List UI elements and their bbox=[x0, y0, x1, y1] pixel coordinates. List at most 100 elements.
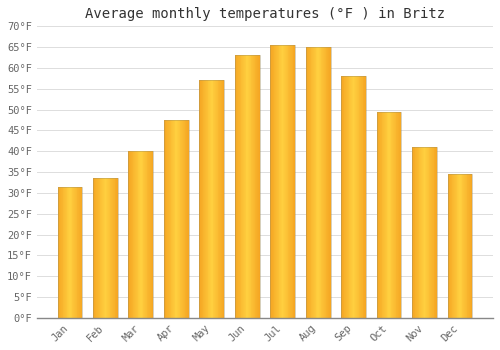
Bar bbox=[164, 120, 166, 318]
Bar bbox=[285, 45, 286, 318]
Bar bbox=[417, 147, 418, 318]
Bar bbox=[470, 174, 472, 318]
Bar bbox=[421, 147, 422, 318]
Bar bbox=[71, 187, 72, 318]
Bar bbox=[462, 174, 463, 318]
Bar bbox=[350, 76, 351, 318]
Bar bbox=[392, 112, 393, 318]
Bar bbox=[252, 55, 253, 318]
Bar bbox=[179, 120, 180, 318]
Bar bbox=[414, 147, 416, 318]
Bar bbox=[128, 151, 130, 318]
Bar bbox=[200, 80, 224, 318]
Bar bbox=[174, 120, 176, 318]
Bar bbox=[186, 120, 187, 318]
Bar bbox=[287, 45, 288, 318]
Bar bbox=[271, 45, 272, 318]
Bar bbox=[250, 55, 252, 318]
Bar bbox=[275, 45, 276, 318]
Bar bbox=[58, 187, 59, 318]
Bar bbox=[460, 174, 462, 318]
Bar bbox=[424, 147, 426, 318]
Bar bbox=[111, 178, 112, 318]
Bar bbox=[96, 178, 97, 318]
Bar bbox=[383, 112, 384, 318]
Bar bbox=[274, 45, 275, 318]
Bar bbox=[324, 47, 326, 318]
Bar bbox=[282, 45, 284, 318]
Bar bbox=[356, 76, 357, 318]
Bar bbox=[452, 174, 454, 318]
Bar bbox=[97, 178, 98, 318]
Bar bbox=[314, 47, 315, 318]
Title: Average monthly temperatures (°F ) in Britz: Average monthly temperatures (°F ) in Br… bbox=[85, 7, 445, 21]
Bar bbox=[113, 178, 114, 318]
Bar bbox=[244, 55, 246, 318]
Bar bbox=[169, 120, 170, 318]
Bar bbox=[205, 80, 206, 318]
Bar bbox=[168, 120, 169, 318]
Bar bbox=[395, 112, 396, 318]
Bar bbox=[79, 187, 80, 318]
Bar bbox=[102, 178, 103, 318]
Bar bbox=[281, 45, 282, 318]
Bar bbox=[362, 76, 364, 318]
Bar bbox=[207, 80, 208, 318]
Bar bbox=[394, 112, 395, 318]
Bar bbox=[142, 151, 144, 318]
Bar bbox=[465, 174, 466, 318]
Bar bbox=[206, 80, 207, 318]
Bar bbox=[106, 178, 107, 318]
Bar bbox=[399, 112, 400, 318]
Bar bbox=[378, 112, 379, 318]
Bar bbox=[291, 45, 292, 318]
Bar bbox=[99, 178, 100, 318]
Bar bbox=[249, 55, 250, 318]
Bar bbox=[221, 80, 222, 318]
Bar bbox=[280, 45, 281, 318]
Bar bbox=[351, 76, 352, 318]
Bar bbox=[420, 147, 421, 318]
Bar bbox=[388, 112, 389, 318]
Bar bbox=[376, 112, 378, 318]
Bar bbox=[451, 174, 452, 318]
Bar bbox=[236, 55, 238, 318]
Bar bbox=[390, 112, 392, 318]
Bar bbox=[316, 47, 318, 318]
Bar bbox=[272, 45, 274, 318]
Bar bbox=[139, 151, 140, 318]
Bar bbox=[247, 55, 248, 318]
Bar bbox=[100, 178, 102, 318]
Bar bbox=[343, 76, 344, 318]
Bar bbox=[463, 174, 464, 318]
Bar bbox=[365, 76, 366, 318]
Bar bbox=[214, 80, 215, 318]
Bar bbox=[458, 174, 459, 318]
Bar bbox=[464, 174, 465, 318]
Bar bbox=[134, 151, 135, 318]
Bar bbox=[448, 174, 472, 318]
Bar bbox=[327, 47, 328, 318]
Bar bbox=[380, 112, 382, 318]
Bar bbox=[152, 151, 154, 318]
Bar bbox=[202, 80, 203, 318]
Bar bbox=[72, 187, 74, 318]
Bar bbox=[430, 147, 431, 318]
Bar bbox=[184, 120, 186, 318]
Bar bbox=[450, 174, 451, 318]
Bar bbox=[323, 47, 324, 318]
Bar bbox=[131, 151, 132, 318]
Bar bbox=[432, 147, 434, 318]
Bar bbox=[173, 120, 174, 318]
Bar bbox=[138, 151, 139, 318]
Bar bbox=[436, 147, 437, 318]
Bar bbox=[396, 112, 398, 318]
Bar bbox=[246, 55, 247, 318]
Bar bbox=[208, 80, 210, 318]
Bar bbox=[354, 76, 355, 318]
Bar bbox=[240, 55, 242, 318]
Bar bbox=[80, 187, 82, 318]
Bar bbox=[413, 147, 414, 318]
Bar bbox=[170, 120, 172, 318]
Bar bbox=[76, 187, 78, 318]
